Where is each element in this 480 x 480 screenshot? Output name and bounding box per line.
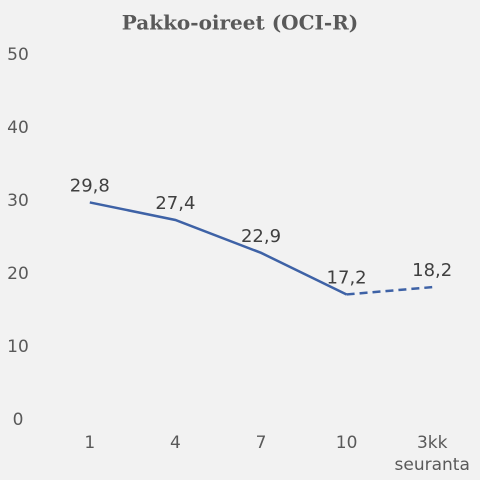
- y-tick-label: 50: [7, 45, 29, 65]
- x-tick-label: 3kk seuranta: [395, 433, 470, 475]
- data-label: 17,2: [327, 267, 367, 288]
- line: [89, 201, 348, 296]
- y-tick-label: 40: [7, 118, 29, 138]
- y-tick-label: 20: [7, 264, 29, 284]
- y-tick-label: 30: [7, 191, 29, 211]
- data-label: 27,4: [155, 193, 195, 214]
- chart-title: Pakko-oireet (OCI-R): [122, 11, 358, 35]
- line-dashed: [346, 285, 433, 296]
- y-tick-label: 10: [7, 337, 29, 357]
- x-tick-label: 10: [336, 433, 358, 453]
- x-tick-label: 4: [170, 433, 181, 453]
- x-tick-label: 7: [256, 433, 267, 453]
- y-tick-label: 0: [13, 410, 24, 430]
- data-label: 18,2: [412, 260, 452, 281]
- x-tick-label: 1: [84, 433, 95, 453]
- data-label: 29,8: [70, 175, 110, 196]
- data-label: 22,9: [241, 226, 281, 247]
